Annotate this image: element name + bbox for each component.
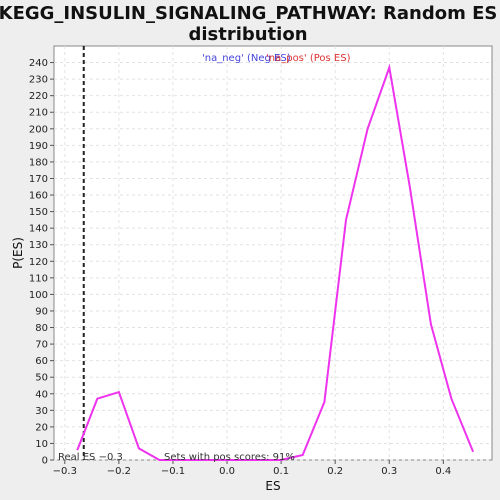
chart-title-line2: distribution [188,24,307,45]
y-axis-ticks: 0 10 20 30 40 50 60 70 80 90 100 110 120 130 140 150 160… [29,58,54,467]
y-tick-label: 100 [29,290,48,301]
y-tick-label: 120 [29,257,48,268]
y-tick-label: 90 [35,306,48,317]
plot-area [53,45,493,461]
y-tick-label: 70 [35,340,48,351]
y-tick-label: 240 [29,58,48,69]
x-tick-label: −0.3 [53,466,77,477]
y-tick-label: 60 [35,356,48,367]
y-tick-label: 200 [29,124,48,135]
x-tick-label: −0.2 [107,466,131,477]
y-tick-label: 110 [29,273,48,284]
y-tick-label: 160 [29,191,48,202]
y-tick-label: 150 [29,207,48,218]
y-tick-label: 190 [29,141,48,152]
y-tick-label: 40 [35,389,48,400]
y-tick-label: 130 [29,240,48,251]
y-tick-label: 170 [29,174,48,185]
x-tick-label: −0.1 [161,466,185,477]
legend-neg-label: 'na_neg' (Neg ES) [202,53,291,64]
x-axis-label: ES [265,479,280,493]
es-distribution-line [76,63,475,461]
real-es-annotation: Real ES −0.3 [58,452,123,463]
y-tick-label: 230 [29,75,48,86]
pos-scores-annotation: Sets with pos scores: 91% [164,452,295,463]
y-tick-label: 50 [35,373,48,384]
y-tick-label: 140 [29,224,48,235]
x-tick-label: 0.3 [381,466,397,477]
chart-title-line1: KEGG_INSULIN_SIGNALING_PATHWAY: Random E… [0,3,497,24]
y-axis-label: P(ES) [11,237,25,269]
y-tick-label: 0 [42,456,48,467]
y-tick-label: 210 [29,108,48,119]
x-tick-label: 0.0 [219,466,235,477]
y-tick-label: 20 [35,422,48,433]
x-tick-label: 0.4 [435,466,451,477]
y-tick-label: 180 [29,157,48,168]
y-tick-label: 80 [35,323,48,334]
y-tick-label: 30 [35,406,48,417]
y-tick-label: 220 [29,91,48,102]
legend-pos-label: 'na_pos' (Pos ES) [266,53,351,64]
grid-lines [54,46,492,461]
x-tick-label: 0.1 [273,466,289,477]
x-tick-label: 0.2 [327,466,343,477]
y-tick-label: 10 [35,439,48,450]
